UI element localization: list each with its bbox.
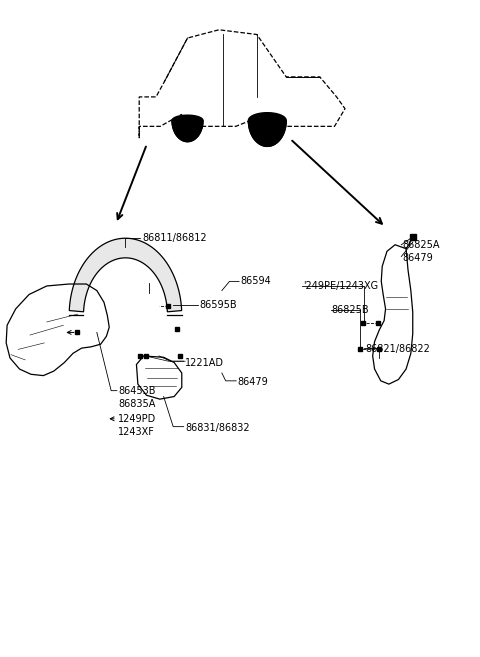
Text: 86479: 86479 <box>402 253 433 263</box>
Text: 86453B: 86453B <box>118 386 156 396</box>
Text: 86831/86832: 86831/86832 <box>185 423 250 433</box>
Text: 86479: 86479 <box>238 377 268 387</box>
Polygon shape <box>172 115 203 142</box>
Text: 86821/86822: 86821/86822 <box>365 344 430 354</box>
Polygon shape <box>69 238 181 312</box>
Polygon shape <box>248 113 286 147</box>
Text: 86825B: 86825B <box>332 306 369 315</box>
Text: 86835A: 86835A <box>118 399 156 409</box>
Text: 1221AD: 1221AD <box>185 357 224 367</box>
Text: 86811/86812: 86811/86812 <box>142 233 207 243</box>
Text: 1243XF: 1243XF <box>118 427 155 437</box>
Text: 86594: 86594 <box>240 277 271 286</box>
Polygon shape <box>248 120 286 147</box>
Text: 86595B: 86595B <box>199 300 237 310</box>
Text: '249PE/1243XG: '249PE/1243XG <box>303 281 378 291</box>
Text: 86825A: 86825A <box>402 240 440 250</box>
Text: 1249PD: 1249PD <box>118 414 156 424</box>
Polygon shape <box>172 120 203 142</box>
